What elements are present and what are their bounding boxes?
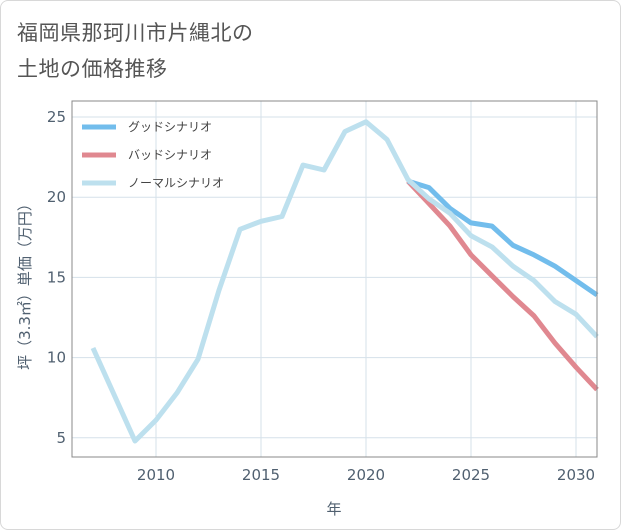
chart-title: 福岡県那珂川市片縄北の 土地の価格推移 — [17, 15, 254, 87]
x-tick-label: 2025 — [452, 466, 490, 484]
y-tick-label: 25 — [47, 108, 66, 126]
chart-title-line-2: 土地の価格推移 — [17, 57, 168, 81]
y-tick-label: 15 — [47, 268, 66, 286]
x-tick-label: 2010 — [137, 466, 175, 484]
plot-area-border — [71, 100, 598, 458]
series-line-2 — [90, 119, 599, 444]
series-lines — [90, 119, 599, 444]
x-tick-label: 2020 — [347, 466, 385, 484]
x-tick-label: 2030 — [557, 466, 595, 484]
legend-label: バッドシナリオ — [128, 148, 212, 162]
y-tick-label: 5 — [56, 429, 66, 447]
y-axis-title: 坪（3.3㎡）単価（万円） — [16, 196, 34, 370]
x-tick-label: 2015 — [242, 466, 280, 484]
y-tick-label: 20 — [47, 188, 66, 206]
chart-title-line-1: 福岡県那珂川市片縄北の — [17, 21, 254, 45]
grid-lines — [72, 101, 597, 457]
series-line-1 — [406, 179, 599, 392]
legend-label: ノーマルシナリオ — [128, 176, 224, 190]
y-tick-label: 10 — [47, 349, 66, 367]
series-line-0 — [407, 178, 599, 298]
x-axis-title: 年 — [326, 500, 341, 518]
legend-label: グッドシナリオ — [128, 120, 212, 134]
